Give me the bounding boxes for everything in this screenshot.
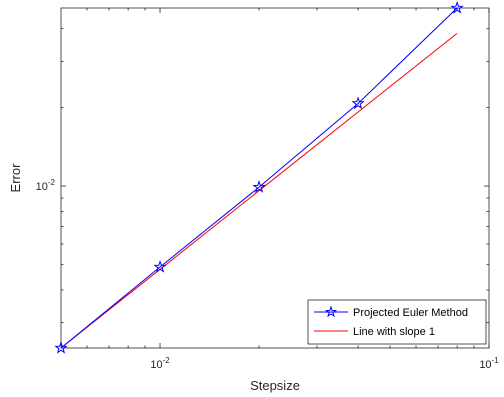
x-axis-label: Stepsize [250,378,300,393]
major-ticks: 10-2 10-110-2 [36,8,499,371]
x-tick-label-base: 10 [479,359,491,371]
series-line-projected-euler-method [60,7,458,349]
x-tick-label: 10-1 [479,356,499,371]
legend-label-projected-euler-method: Projected Euler Method [353,307,468,319]
series-layer [54,0,464,354]
y-tick-label-exponent: -2 [48,178,56,187]
data-point-projected-euler-method [252,180,266,193]
x-tick-label-exponent: -1 [492,356,500,365]
y-axis-label: Error [8,163,23,193]
x-tick-label-exponent: -2 [163,356,171,365]
series-line-line-with-slope-1 [60,32,458,349]
minor-ticks [61,8,489,348]
y-tick-label: 10-2 [36,178,56,193]
data-point-projected-euler-method [450,0,464,14]
legend-box [307,299,487,345]
legend: Projected Euler Method Line with slope 1 [307,299,487,345]
legend-marker-projected-euler-method [324,305,338,318]
x-tick-label: 10-2 [150,356,170,371]
x-tick-label-base: 10 [150,359,162,371]
legend-label-line-with-slope-1: Line with slope 1 [353,326,435,338]
data-point-projected-euler-method [351,96,365,110]
data-point-projected-euler-method [153,259,167,273]
data-point-projected-euler-method [54,340,68,354]
y-tick-label-base: 10 [36,181,48,193]
